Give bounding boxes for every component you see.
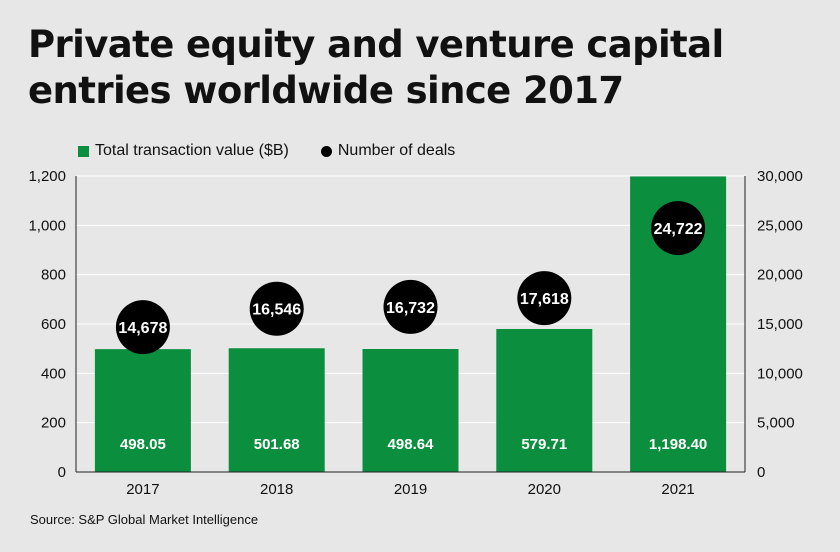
- y2-tick-label: 10,000: [757, 365, 803, 382]
- y2-tick-label: 25,000: [757, 217, 803, 234]
- deal-value-label: 16,546: [252, 302, 301, 319]
- legend: Total transaction value ($B) Number of d…: [78, 139, 455, 163]
- y2-tick-label: 0: [757, 464, 765, 481]
- legend-bar-label: Total transaction value ($B): [95, 142, 289, 159]
- bar-value-label: 1,198.40: [649, 436, 707, 453]
- y-tick-label: 400: [41, 365, 66, 382]
- source-note: Source: S&P Global Market Intelligence: [30, 512, 259, 527]
- y2-tick-label: 5,000: [757, 415, 795, 432]
- deal-value-label: 17,618: [520, 291, 569, 308]
- y2-tick-label: 20,000: [757, 267, 803, 284]
- deal-point: [249, 281, 304, 336]
- y-tick-label: 1,200: [28, 168, 66, 185]
- y-tick-label: 0: [58, 464, 66, 481]
- deal-value-label: 14,678: [118, 320, 167, 337]
- x-tick-label: 2021: [661, 481, 694, 498]
- bar: [362, 349, 459, 472]
- deal-point: [115, 300, 170, 355]
- y-tick-label: 1,000: [28, 217, 66, 234]
- bar: [496, 329, 593, 472]
- legend-bar-swatch: [78, 145, 89, 157]
- bar-value-label: 498.05: [120, 436, 166, 453]
- deal-point: [517, 271, 572, 326]
- x-tick-label: 2020: [528, 481, 561, 498]
- y2-tick-label: 30,000: [757, 168, 803, 185]
- bar-value-label: 498.64: [388, 436, 435, 453]
- x-tick-label: 2017: [126, 481, 159, 498]
- y-tick-label: 600: [41, 316, 66, 333]
- deal-value-label: 24,722: [654, 221, 703, 238]
- deal-point: [651, 201, 706, 256]
- bar: [94, 349, 191, 472]
- y2-tick-label: 15,000: [757, 316, 803, 333]
- x-tick-label: 2018: [260, 481, 293, 498]
- bar-value-label: 579.71: [521, 436, 567, 453]
- x-tick-label: 2019: [394, 481, 427, 498]
- deal-point: [383, 279, 438, 334]
- legend-dot-label: Number of deals: [337, 142, 456, 159]
- deal-value-label: 16,732: [386, 300, 435, 317]
- bar: [228, 348, 325, 472]
- y-tick-label: 200: [41, 415, 66, 432]
- y-tick-label: 800: [41, 267, 66, 284]
- bar-value-label: 501.68: [254, 436, 300, 453]
- legend-dot-swatch: [320, 145, 332, 157]
- chart-title: Private equity and venture capital entri…: [28, 23, 724, 112]
